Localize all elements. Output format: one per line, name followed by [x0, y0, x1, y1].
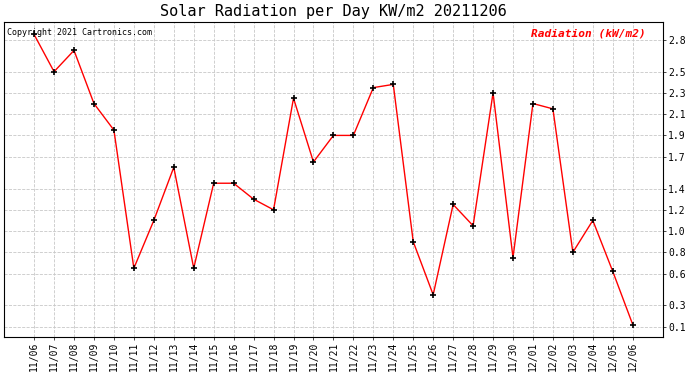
- Text: Copyright 2021 Cartronics.com: Copyright 2021 Cartronics.com: [8, 28, 152, 37]
- Text: Radiation (kW/m2): Radiation (kW/m2): [531, 28, 647, 38]
- Title: Solar Radiation per Day KW/m2 20211206: Solar Radiation per Day KW/m2 20211206: [160, 4, 506, 19]
